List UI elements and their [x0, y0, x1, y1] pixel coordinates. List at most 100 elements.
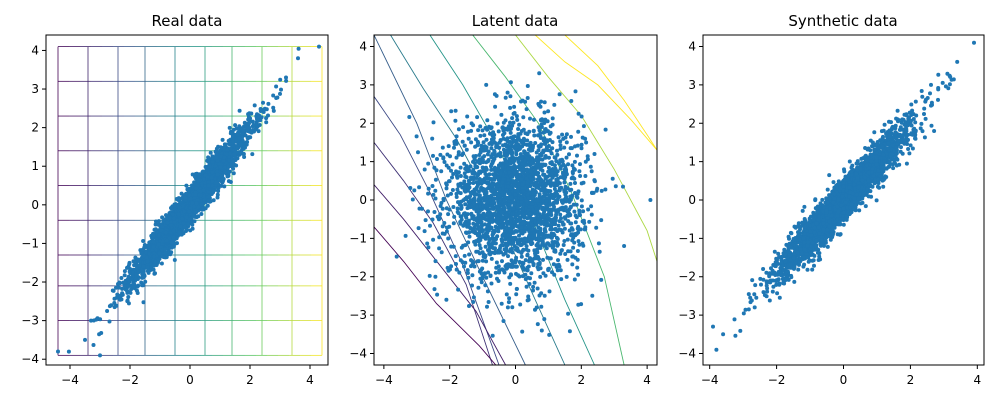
- data-point: [438, 152, 443, 157]
- data-point: [539, 122, 544, 127]
- data-point: [251, 123, 256, 128]
- data-point: [186, 188, 191, 193]
- data-point: [566, 311, 571, 316]
- data-point: [563, 135, 568, 140]
- data-point: [497, 246, 502, 251]
- x-tick-label: 4: [306, 373, 314, 387]
- data-point: [559, 277, 564, 282]
- data-point: [532, 280, 537, 285]
- data-point: [493, 170, 498, 175]
- data-point: [120, 286, 125, 291]
- data-point: [564, 274, 569, 279]
- data-point: [179, 191, 184, 196]
- data-point: [142, 253, 146, 258]
- data-point: [117, 281, 122, 286]
- data-point: [182, 224, 187, 229]
- data-point: [233, 123, 238, 128]
- data-point: [141, 275, 146, 279]
- grid-curve: [374, 35, 526, 365]
- data-point: [266, 101, 271, 106]
- data-point: [171, 235, 176, 240]
- data-point: [225, 147, 230, 152]
- data-point: [538, 246, 543, 250]
- data-point: [510, 123, 515, 128]
- data-point: [581, 124, 586, 129]
- data-point: [271, 105, 276, 110]
- data-point: [550, 270, 554, 275]
- data-point: [151, 245, 156, 249]
- data-point: [463, 196, 468, 201]
- data-point: [478, 133, 483, 138]
- data-point: [452, 145, 456, 150]
- data-point: [470, 273, 475, 278]
- y-tick-label: 4: [31, 43, 39, 57]
- data-point: [483, 176, 487, 181]
- data-point: [508, 80, 513, 85]
- data-point: [431, 153, 435, 158]
- data-point: [532, 133, 537, 138]
- data-point: [414, 134, 419, 139]
- data-point: [575, 153, 579, 158]
- data-point: [230, 134, 235, 138]
- data-point: [184, 227, 189, 232]
- data-point: [169, 223, 173, 227]
- data-point: [536, 216, 541, 221]
- data-point: [255, 112, 259, 117]
- data-point: [205, 175, 210, 179]
- data-point: [449, 191, 453, 196]
- data-point: [542, 317, 547, 322]
- data-point: [521, 115, 526, 120]
- data-point: [114, 285, 118, 290]
- data-point: [296, 46, 301, 51]
- data-point: [256, 129, 261, 134]
- data-point: [539, 188, 544, 193]
- data-point: [505, 195, 510, 200]
- data-point: [470, 171, 475, 176]
- data-point: [160, 224, 165, 229]
- data-point: [199, 212, 204, 216]
- data-point: [528, 276, 532, 281]
- data-point: [240, 131, 245, 136]
- data-point: [451, 221, 456, 226]
- data-point: [475, 204, 480, 209]
- data-point: [572, 159, 577, 164]
- data-point: [433, 259, 438, 264]
- data-point: [234, 126, 239, 131]
- data-point: [163, 230, 168, 235]
- data-point: [215, 192, 220, 197]
- data-point: [552, 181, 557, 186]
- data-point: [558, 143, 563, 148]
- data-point: [521, 189, 526, 193]
- data-point: [278, 77, 283, 82]
- data-point: [552, 187, 557, 191]
- data-point: [184, 215, 189, 220]
- data-point: [126, 295, 131, 299]
- data-point: [550, 171, 555, 176]
- data-point: [441, 198, 446, 203]
- data-point: [565, 237, 570, 242]
- data-point: [122, 284, 127, 289]
- data-point: [284, 75, 288, 80]
- data-point: [486, 300, 491, 304]
- data-point: [159, 261, 164, 266]
- data-point: [465, 268, 470, 273]
- data-point: [147, 268, 152, 273]
- data-point: [521, 127, 526, 132]
- data-point: [163, 250, 168, 255]
- data-point: [585, 154, 590, 159]
- data-point: [97, 332, 102, 337]
- data-point: [545, 255, 550, 260]
- y-tick-label: −2: [21, 275, 39, 289]
- data-point: [528, 147, 533, 152]
- data-point: [111, 288, 116, 293]
- data-point: [462, 264, 466, 269]
- data-point: [596, 241, 601, 246]
- data-point: [579, 198, 584, 203]
- data-point: [123, 280, 127, 285]
- data-point: [478, 246, 483, 251]
- data-point: [248, 135, 253, 140]
- data-point: [575, 195, 580, 200]
- data-point: [516, 137, 521, 142]
- data-point: [499, 243, 504, 248]
- data-point: [449, 109, 454, 114]
